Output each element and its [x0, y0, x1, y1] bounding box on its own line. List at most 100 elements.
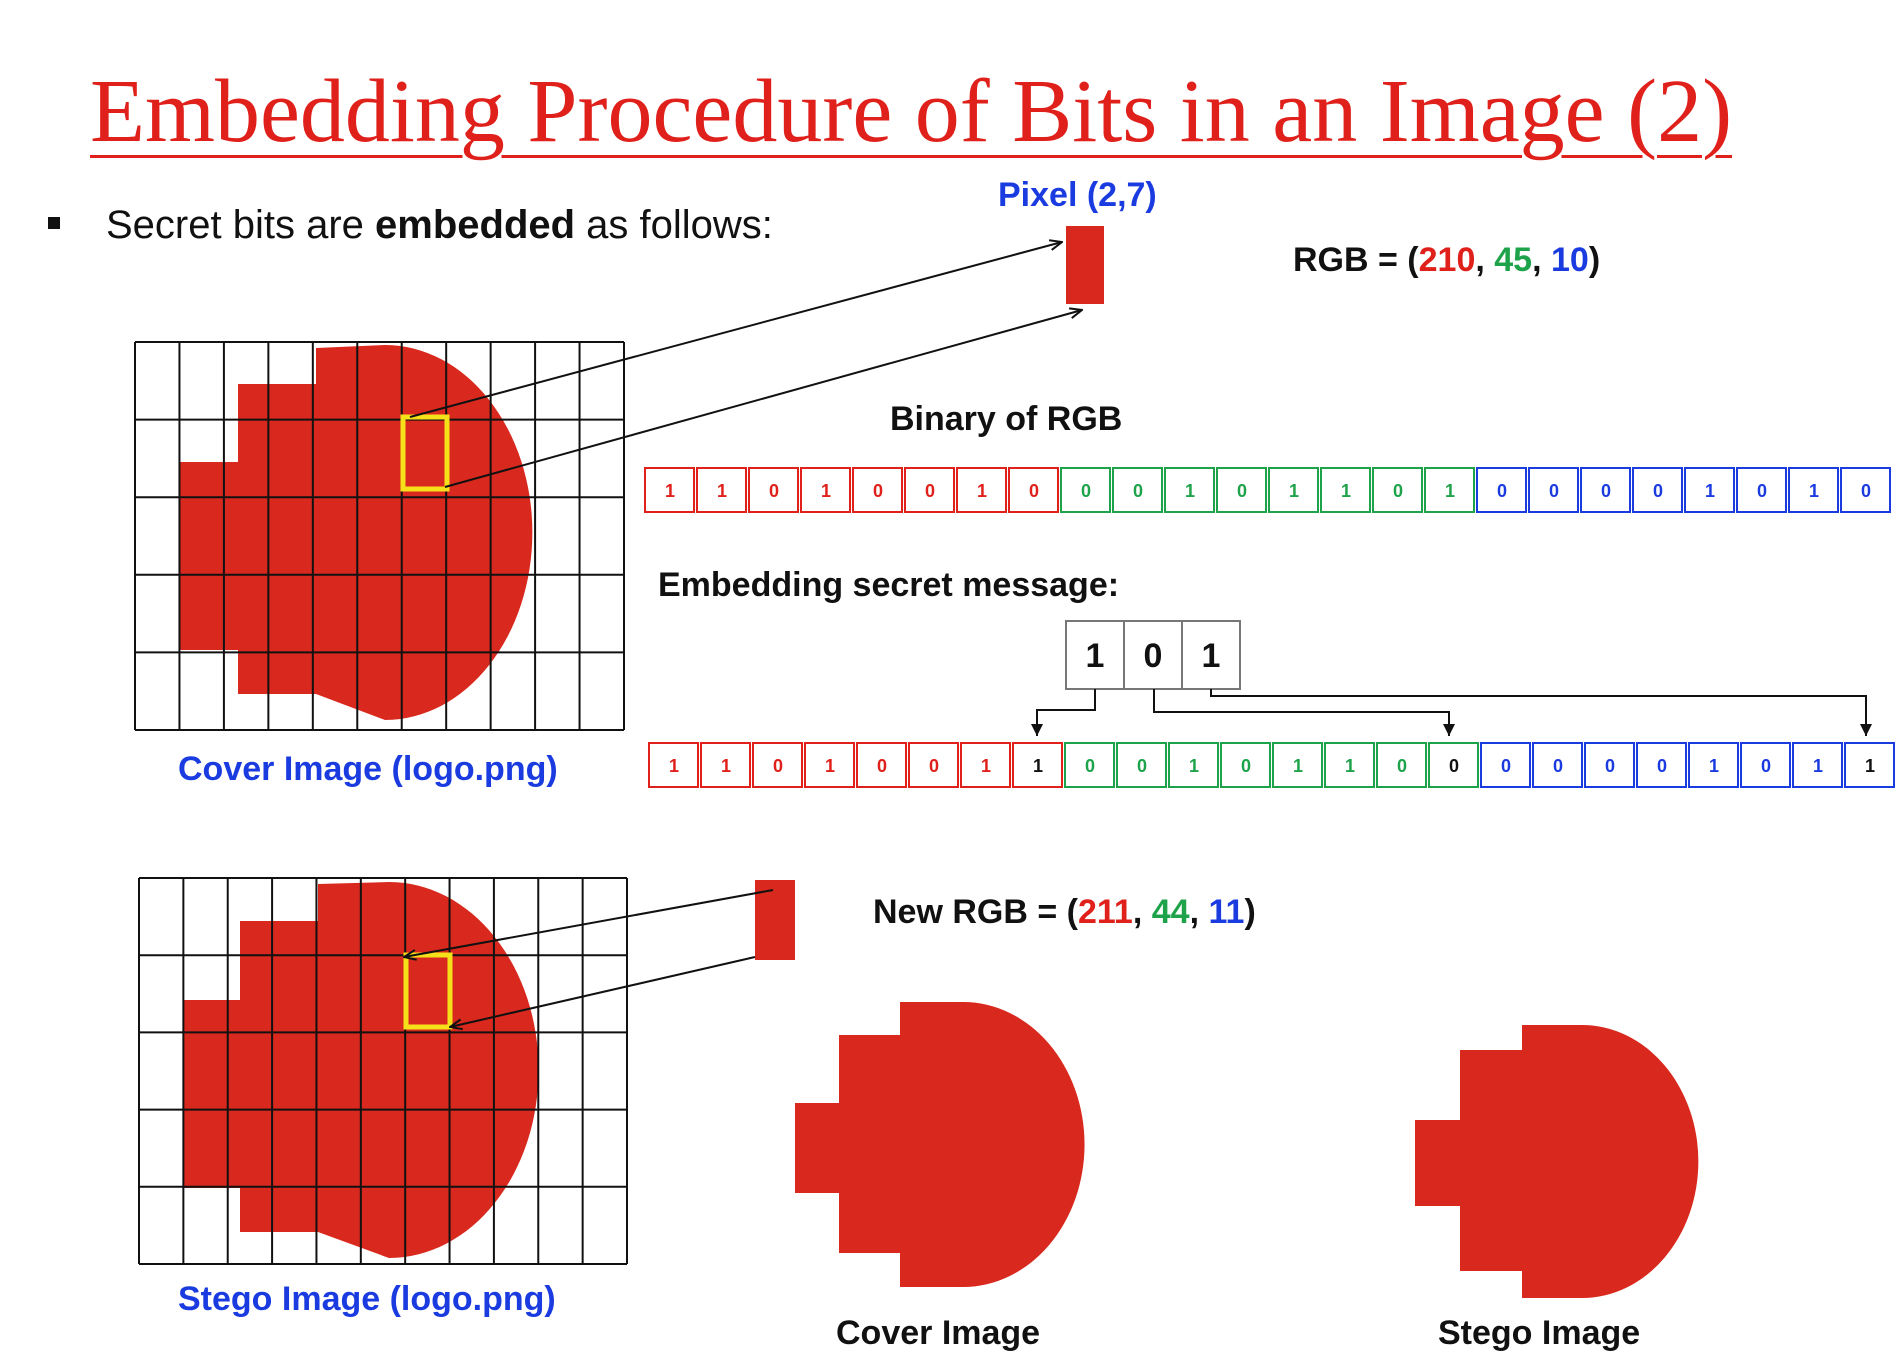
- new-rgb-sep-1: ,: [1132, 893, 1152, 931]
- bit-value: 1: [665, 481, 675, 501]
- bit-cell: [856, 742, 907, 788]
- bit-cell: [648, 742, 699, 788]
- bit-cell: [1844, 742, 1895, 788]
- bit-cell: [752, 742, 803, 788]
- bit-cell: [1792, 742, 1843, 788]
- bit-cell: [1736, 467, 1787, 513]
- bit-value: 0: [1601, 481, 1611, 501]
- bullet-suffix: as follows:: [575, 203, 773, 247]
- bit-cell: [1216, 467, 1267, 513]
- bit-cell: [1372, 467, 1423, 513]
- rgb-label: RGB = (210, 45, 10): [1293, 241, 1600, 280]
- cover-pixel-highlight: [400, 414, 450, 492]
- bit-value: 0: [1085, 756, 1095, 776]
- bit-cell: [1684, 467, 1735, 513]
- bit-value: 1: [1445, 481, 1455, 501]
- bit-value: 0: [1133, 481, 1143, 501]
- cover-grid-caption: Cover Image (logo.png): [178, 750, 558, 788]
- new-rgb-sep-2: ,: [1189, 893, 1209, 931]
- bit-value: 1: [717, 481, 727, 501]
- bit-value: 1: [1033, 756, 1043, 776]
- rgb-close: ): [1588, 241, 1601, 279]
- bit-cell: [1688, 742, 1739, 788]
- bit-value: 0: [1653, 481, 1663, 501]
- bit-value: 0: [1137, 756, 1147, 776]
- bit-value: 1: [721, 756, 731, 776]
- bit-cell: [960, 742, 1011, 788]
- bit-cell: [1376, 742, 1427, 788]
- bit-value: 0: [1549, 481, 1559, 501]
- secret-bit-value: 1: [1086, 637, 1105, 675]
- cover-pixel-magnified: [1066, 226, 1104, 304]
- bit-cell: [956, 467, 1007, 513]
- secret-bit-value: 1: [1202, 637, 1221, 675]
- bullet-bold: embedded: [375, 203, 576, 247]
- bit-cell: [1220, 742, 1271, 788]
- cover-logo-shape: [180, 345, 533, 720]
- new-rgb-label: New RGB = (211, 44, 11): [873, 893, 1256, 932]
- bit-value: 0: [1861, 481, 1871, 501]
- bit-value: 0: [1237, 481, 1247, 501]
- bit-value: 1: [821, 481, 831, 501]
- bit-cell: [644, 467, 695, 513]
- stego-arrow-top: [404, 889, 774, 957]
- embedded-bits-row: 1 1 0 1 0 0 1 1 0 0 1 0 1 1 0 0 0 0 0 0 1 0 1 1: [648, 742, 1895, 788]
- bit-value: 1: [1809, 481, 1819, 501]
- stego-pixel-highlight: [403, 952, 453, 1030]
- secret-bit-value: 0: [1144, 637, 1163, 675]
- rgb-prefix: RGB = (: [1293, 241, 1419, 279]
- new-rgb-b: 11: [1208, 893, 1245, 931]
- bit-value: 0: [1029, 481, 1039, 501]
- bit-value: 0: [1397, 756, 1407, 776]
- bit-value: 0: [929, 756, 939, 776]
- bit-cell: [1168, 742, 1219, 788]
- bit-cell: [700, 742, 751, 788]
- bit-cell: [1320, 467, 1371, 513]
- rgb-sep-1: ,: [1475, 241, 1495, 279]
- bit-value: 0: [1081, 481, 1091, 501]
- bit-value: 0: [1757, 481, 1767, 501]
- bit-cell: [1116, 742, 1167, 788]
- bit-value: 1: [1293, 756, 1303, 776]
- binary-heading: Binary of RGB: [890, 400, 1123, 438]
- secret-bit-cell: [1181, 620, 1241, 690]
- new-rgb-g: 44: [1151, 893, 1190, 931]
- bit-cell: [1584, 742, 1635, 788]
- cover-grid-lines: [134, 341, 625, 731]
- bit-cell: [908, 742, 959, 788]
- rgb-sep-2: ,: [1532, 241, 1551, 279]
- bit-value: 0: [1553, 756, 1563, 776]
- bit-value: 1: [1189, 756, 1199, 776]
- pixel-label: Pixel (2,7): [998, 176, 1157, 214]
- bit-value: 1: [825, 756, 835, 776]
- embed-heading: Embedding secret message:: [658, 566, 1120, 604]
- bit-cell: [1788, 467, 1839, 513]
- rgb-g: 45: [1494, 241, 1533, 279]
- bit-value: 1: [1865, 756, 1875, 776]
- bit-cell: [1428, 742, 1479, 788]
- bit-value: 0: [1605, 756, 1615, 776]
- bit-cell: [852, 467, 903, 513]
- bit-value: 1: [977, 481, 987, 501]
- stego-logo-large: [1415, 1025, 1699, 1298]
- bit-value: 1: [981, 756, 991, 776]
- bit-cell: [804, 742, 855, 788]
- bit-cell: [1112, 467, 1163, 513]
- bit-value: 1: [1289, 481, 1299, 501]
- new-rgb-close: ): [1244, 893, 1256, 931]
- bullet-marker: [48, 217, 60, 230]
- bit-cell: [1268, 467, 1319, 513]
- bit-value: 1: [1341, 481, 1351, 501]
- bit-value: 1: [1813, 756, 1823, 776]
- bit-value: 0: [1497, 481, 1507, 501]
- cover-grid-image: [134, 341, 625, 731]
- stego-pixel-magnified: [755, 880, 795, 960]
- rgb-r: 210: [1418, 241, 1476, 279]
- bit-cell: [1532, 742, 1583, 788]
- bit-cell: [1580, 467, 1631, 513]
- bit-cell: [748, 467, 799, 513]
- bit-cell: [1164, 467, 1215, 513]
- bit-value: 0: [877, 756, 887, 776]
- bit-value: 0: [1501, 756, 1511, 776]
- bit-value: 0: [1449, 756, 1459, 776]
